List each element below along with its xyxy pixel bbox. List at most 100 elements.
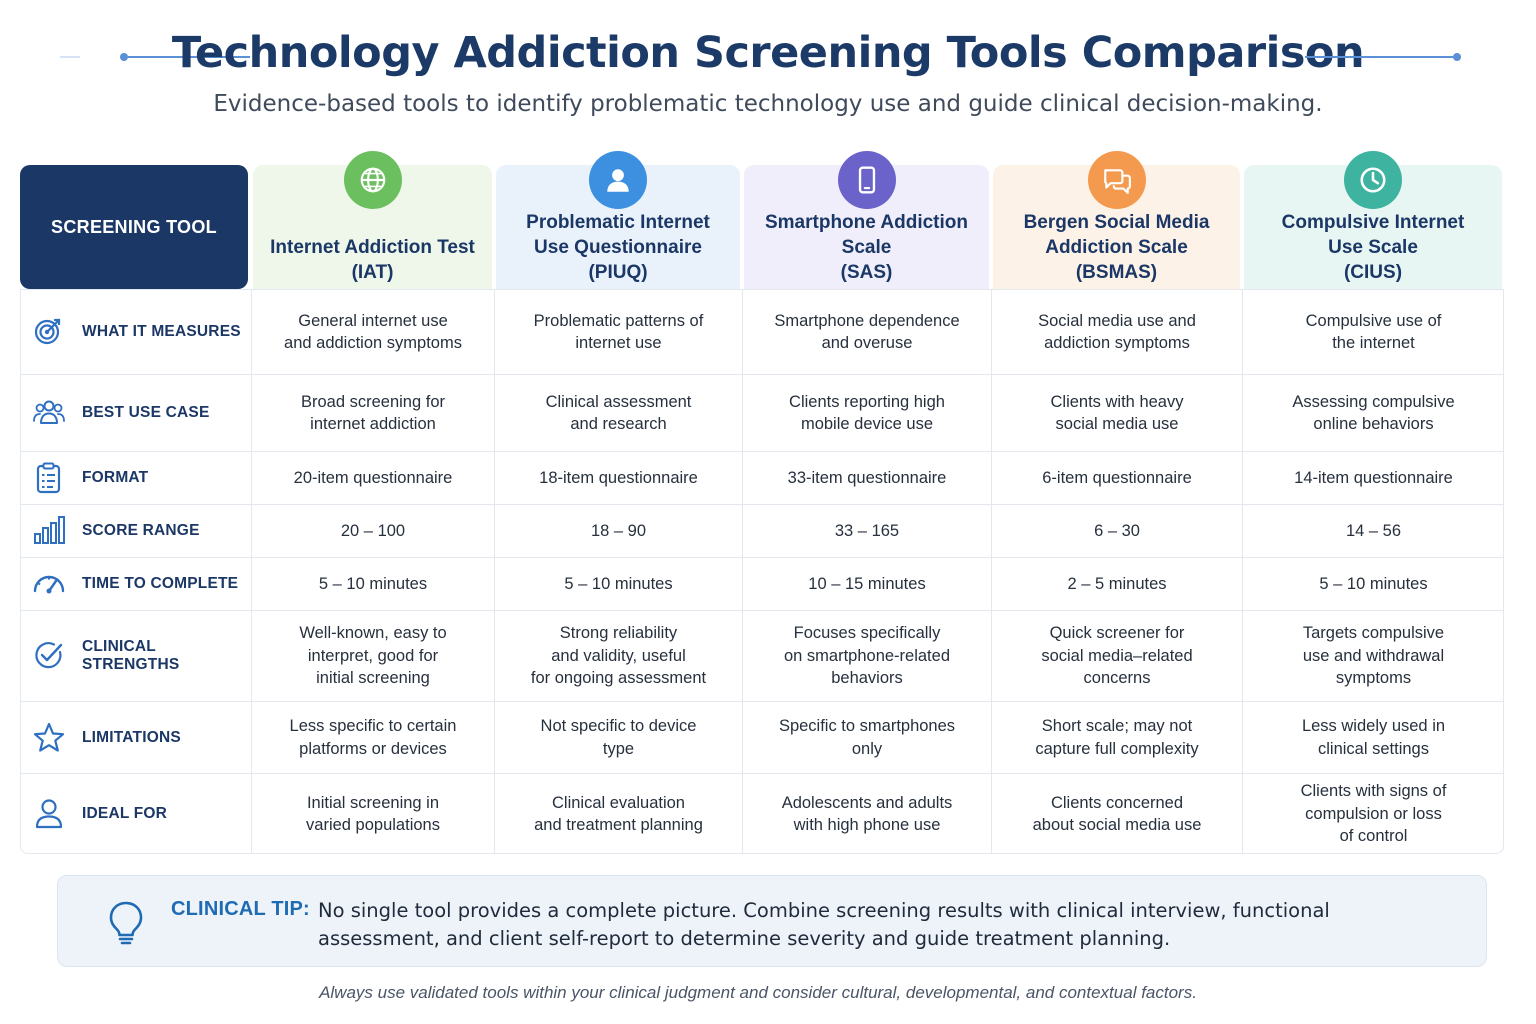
cell-text-line: Quick screener for (1049, 624, 1185, 643)
table-cell: Less specific to certain platforms or dev… (251, 702, 494, 773)
tool-header-piuq: Problematic Internet Use Questionnaire (P… (496, 151, 740, 289)
cell-text-line: on smartphone-related (783, 646, 950, 665)
table-cell: 5 – 10 minutes (494, 558, 742, 610)
table-cell: Clinical evaluation and treatment plannin… (494, 774, 742, 854)
row-label: WHAT IT MEASURES (82, 323, 241, 340)
cell-text-line: Clients with signs of (1300, 782, 1447, 801)
table-cell: Clients with heavy social media use (991, 375, 1242, 451)
cell-text-line: and research (570, 415, 667, 433)
cell-text-line: type (602, 739, 635, 758)
table-row-score-range: SCORE RANGE 20 – 100 18 – 90 33 – 165 6 – 30… (20, 504, 1504, 557)
chat-icon (1087, 151, 1146, 209)
footer-note: Always use validated tools within your c… (319, 983, 1197, 1002)
table-cell: 18-item questionnaire (494, 452, 742, 504)
table-cell: 5 – 10 minutes (1242, 558, 1504, 610)
table-cell: Problematic patterns of internet use (494, 290, 742, 374)
cell-text-line: Targets compulsive (1302, 624, 1445, 643)
cell-text-line: social media–related (1041, 646, 1193, 665)
cell-text-line: capture full complexity (1035, 739, 1199, 758)
cell-text-line: symptoms (1335, 669, 1412, 688)
cell-text-line: behaviors (831, 669, 903, 688)
row-label: LIMITATIONS (82, 728, 181, 746)
gauge-icon (32, 567, 66, 601)
cell-text-line: Less specific to certain (289, 717, 457, 735)
cell-text-line: and treatment planning (534, 816, 703, 834)
cell-text-line: Initial screening in (306, 793, 440, 812)
table-cell: Clients with signs of compulsion or loss o… (1242, 774, 1504, 854)
table-row-ideal-for: IDEAL FOR Initial screening in varied popu… (20, 773, 1504, 854)
table-row-clinical-strengths: CLINICAL STRENGTHS Well-known, easy to int… (20, 610, 1504, 701)
tool-name: Internet Addiction Test (IAT) (263, 235, 483, 285)
table-cell: 10 – 15 minutes (742, 558, 991, 610)
cell-text-line: 18-item questionnaire (539, 468, 698, 487)
tool-full-name: Smartphone Addiction Scale (764, 212, 969, 258)
cell-text-line: Smartphone dependence (774, 311, 960, 330)
table-cell: Adolescents and adults with high phone us… (742, 774, 991, 854)
table-cell: 20-item questionnaire (251, 452, 494, 504)
cell-text-line: mobile device use (800, 415, 934, 433)
table-cell: 18 – 90 (494, 505, 742, 557)
cell-text-line: Social media use and (1038, 311, 1196, 330)
row-header: SCORE RANGE (20, 505, 251, 557)
corner-header-label: SCREENING TOOL (51, 216, 217, 237)
table-cell: Specific to smartphones only (742, 702, 991, 773)
row-label: BEST USE CASE (82, 404, 210, 421)
cell-text-line: compulsion or loss (1305, 804, 1442, 823)
table-cell: 33-item questionnaire (742, 452, 991, 504)
table-cell: 14-item questionnaire (1242, 452, 1504, 504)
clinical-tip-label: CLINICAL TIP: (171, 898, 310, 920)
cell-text-line: social media use (1055, 415, 1179, 433)
cell-text-line: Assessing compulsive (1292, 392, 1455, 411)
cell-text-line: Less widely used in (1301, 717, 1446, 735)
cell-text-line: Clients reporting high (789, 392, 945, 411)
cell-text-line: addiction symptoms (1044, 334, 1190, 352)
table-row-limitations: LIMITATIONS Less specific to certain platf… (20, 701, 1504, 773)
target-icon (32, 315, 66, 349)
table-cell: 6 – 30 (991, 505, 1242, 557)
table-cell: Assessing compulsive online behaviors (1242, 375, 1504, 451)
cell-text-line: 14-item questionnaire (1294, 468, 1453, 487)
table-cell: Clients reporting high mobile device use (742, 375, 991, 451)
cell-text-line: and overuse (821, 334, 913, 352)
user-icon (589, 151, 647, 209)
cell-text-line: Clients concerned (1050, 793, 1184, 812)
table-cell: Social media use and addiction symptoms (991, 290, 1242, 374)
tool-full-name: Internet Addiction Test (270, 237, 475, 258)
cell-text-line: 20 – 100 (340, 521, 406, 540)
row-header: TIME TO COMPLETE (20, 558, 251, 610)
tool-abbreviation: (BSMAS) (1075, 262, 1158, 283)
cell-text-line: Clinical evaluation (551, 793, 685, 812)
cell-text-line: 5 – 10 minutes (318, 574, 428, 593)
tool-abbreviation: (PIUQ) (588, 262, 648, 283)
cell-text-line: internet addiction (310, 415, 436, 433)
cell-text-line: interpret, good for (307, 646, 439, 665)
cell-text-line: only (851, 739, 883, 758)
table-cell: Clients concerned about social media use (991, 774, 1242, 854)
table-cell: Initial screening in varied populations (251, 774, 494, 854)
tool-name: Bergen Social Media Addiction Scale (BSMA… (1007, 210, 1227, 285)
lightbulb-icon (109, 901, 143, 945)
cell-text-line: internet use (575, 334, 662, 352)
table-row-time-to-complete: TIME TO COMPLETE 5 – 10 minutes 5 – 10 min… (20, 557, 1504, 610)
check-circle-icon (32, 639, 66, 673)
row-header: CLINICAL STRENGTHS (20, 611, 251, 701)
page-title: Technology Addiction Screening Tools Com… (171, 28, 1365, 78)
cell-text-line: Adolescents and adults (781, 793, 953, 812)
table-cell: 5 – 10 minutes (251, 558, 494, 610)
table-cell: Focuses specifically on smartphone-relate… (742, 611, 991, 701)
table-cell: 33 – 165 (742, 505, 991, 557)
table-cell: Less widely used in clinical settings (1242, 702, 1504, 773)
page-subtitle: Evidence-based tools to identify problem… (213, 91, 1323, 117)
tool-name: Problematic Internet Use Questionnaire (P… (508, 210, 728, 285)
tool-full-name: Bergen Social Media Addiction Scale (1023, 212, 1210, 258)
cell-text-line: 14 – 56 (1345, 521, 1402, 540)
table-cell: Well-known, easy to interpret, good for in… (251, 611, 494, 701)
table-row-format: FORMAT 20-item questionnaire 18-item quest… (20, 451, 1504, 504)
tool-abbreviation: (CIUS) (1343, 262, 1403, 283)
cell-text-line: of control (1339, 827, 1408, 846)
cell-text-line: and addiction symptoms (284, 334, 462, 352)
cell-text-line: 10 – 15 minutes (808, 574, 926, 593)
row-header: IDEAL FOR (20, 774, 251, 854)
cell-text-line: with high phone use (793, 816, 941, 834)
comparison-table: SCREENING TOOL Internet Addiction Test (I… (20, 151, 1504, 855)
